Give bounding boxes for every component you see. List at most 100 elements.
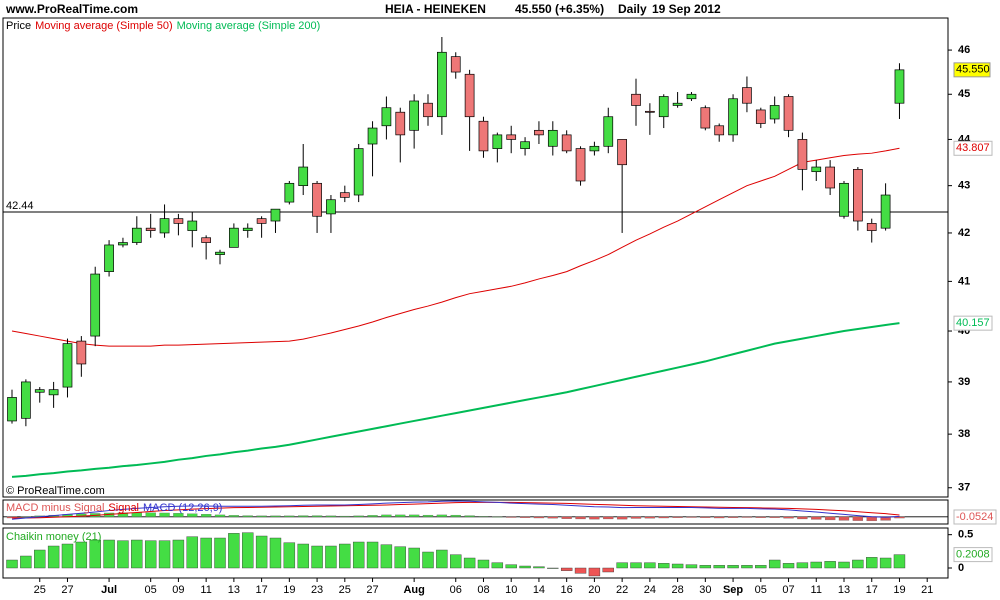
candle-body (492, 134, 503, 149)
x-tick-label: 27 (61, 584, 73, 596)
histogram-bar (630, 516, 642, 519)
bar (228, 533, 240, 569)
bar (269, 537, 282, 569)
candle-body (187, 220, 198, 231)
legend-entry: Signal (108, 502, 139, 514)
x-tick-label: 25 (34, 584, 46, 596)
candle-body (90, 273, 101, 337)
histogram-bar (187, 513, 198, 517)
histogram-bar (727, 516, 739, 518)
candle-body (34, 389, 45, 393)
histogram-bar (589, 516, 600, 520)
x-tick-label: 05 (145, 584, 157, 596)
bar (186, 536, 198, 569)
bar (866, 557, 878, 569)
bar (699, 565, 712, 569)
histogram-bar (464, 515, 475, 517)
candle-body (464, 73, 475, 118)
candle-body (645, 110, 655, 113)
candle-body (520, 141, 530, 149)
legend-entry: Price (6, 20, 31, 32)
histogram-bar (672, 516, 683, 518)
histogram-bar (769, 516, 780, 518)
candle-body (672, 102, 683, 106)
bar (158, 540, 171, 569)
bar (671, 563, 684, 569)
candle-body (506, 134, 517, 140)
histogram-bar (478, 516, 489, 517)
bar (602, 567, 614, 573)
candle-body (298, 166, 309, 186)
bar (311, 545, 323, 569)
bar (893, 554, 906, 569)
candle-body (173, 218, 184, 224)
x-tick-label: 19 (283, 584, 295, 596)
histogram-bar (145, 512, 156, 517)
x-tick-label: 09 (172, 584, 184, 596)
histogram-bar (603, 516, 614, 520)
histogram-bar (824, 516, 836, 521)
histogram-bar (686, 516, 697, 518)
x-tick-label: Aug (403, 584, 424, 596)
x-tick-label: 16 (561, 584, 573, 596)
candle-body (62, 343, 73, 388)
quote: 45.550 (+6.35%) (515, 2, 604, 16)
bar (242, 532, 254, 569)
bar (519, 565, 531, 569)
panel (2, 527, 949, 579)
candle-body (409, 100, 419, 131)
histogram-bar (242, 515, 253, 517)
x-tick-label: 21 (921, 584, 933, 596)
candle-body (603, 116, 614, 147)
x-tick-label: 20 (588, 584, 600, 596)
bar (144, 540, 157, 569)
candle-body (131, 227, 142, 243)
bar (47, 545, 60, 569)
histogram-bar (381, 514, 392, 517)
histogram-bar (616, 516, 628, 520)
candle-body (423, 102, 433, 118)
candle-body (7, 397, 17, 422)
candle-body (561, 134, 572, 152)
candle-body (450, 56, 461, 73)
legend-entry: Moving average (Simple 200) (177, 20, 321, 32)
bar (117, 540, 129, 569)
bar (796, 562, 809, 569)
candle-body (894, 69, 905, 104)
histogram-bar (367, 515, 378, 517)
x-tick-label: Sep (723, 584, 743, 596)
period: Daily (618, 2, 647, 16)
bar (533, 566, 545, 569)
bar (852, 559, 864, 569)
x-tick-label: Jul (101, 584, 117, 596)
bar (325, 545, 337, 569)
histogram-bar (714, 516, 725, 519)
bar (34, 549, 46, 569)
y-tick-label: 0.5 (958, 529, 973, 541)
bar (560, 567, 573, 571)
histogram-bar (450, 514, 461, 517)
candle-body (547, 129, 558, 147)
candle-body (478, 120, 489, 152)
date: 19 Sep 2012 (652, 2, 721, 16)
line (12, 501, 900, 519)
y-tick-label: 37 (958, 482, 970, 494)
candle-body (880, 194, 891, 229)
series-last-value: -0.0524 (956, 511, 993, 523)
y-tick-label: 45 (958, 88, 970, 100)
last-price: 45.550 (956, 64, 990, 76)
x-tick-label: 13 (838, 584, 850, 596)
panel (2, 17, 949, 498)
histogram-bar (256, 515, 267, 517)
y-tick-label: 43 (958, 180, 970, 192)
line (11, 147, 900, 347)
candle-body (658, 96, 669, 118)
candle-body (284, 182, 295, 203)
x-tick-label: 27 (366, 584, 378, 596)
value-box (953, 315, 993, 331)
bar (283, 542, 296, 569)
histogram-bar (797, 516, 808, 520)
histogram-bar (353, 515, 364, 517)
candle-body (159, 218, 170, 234)
candle-body (853, 169, 863, 222)
